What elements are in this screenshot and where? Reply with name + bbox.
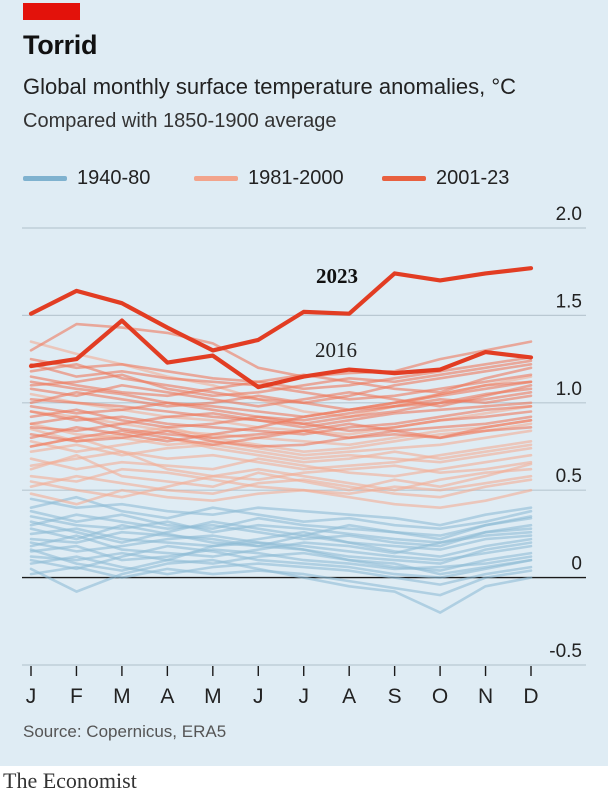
y-tick-label: 0 [571, 554, 582, 575]
series-line-1940-80 [29, 530, 533, 565]
series-line-2001-23 [29, 356, 533, 391]
series-line-1981-2000 [29, 467, 533, 499]
series-line-1940-80 [29, 551, 533, 572]
y-tick-label: 1.0 [556, 379, 582, 400]
series-line-2001-23 [29, 415, 533, 440]
legend-item-1981-2000: 1981-2000 [194, 160, 344, 196]
legend-item-1940-80: 1940-80 [23, 160, 150, 196]
series-line-1981-2000 [29, 453, 533, 478]
series-line-1940-80 [29, 555, 533, 586]
x-tick-label: J [253, 685, 264, 708]
series-line-1981-2000 [29, 474, 533, 499]
chart-panel: Torrid Global monthly surface temperatur… [0, 0, 608, 766]
y-tick-label: 2.0 [556, 204, 582, 225]
series-line-1981-2000 [29, 410, 533, 447]
series-line-1940-80 [29, 544, 533, 571]
series-line-1981-2000 [29, 436, 533, 471]
series-line-1981-2000 [29, 488, 533, 509]
x-tick-label: M [204, 685, 222, 708]
x-tick-label: F [70, 685, 83, 708]
series-line-2001-23 [29, 408, 533, 433]
x-tick-label: J [26, 685, 37, 708]
x-tick-label: O [432, 685, 448, 708]
series-line-1981-2000 [29, 422, 533, 453]
series-line-1940-80 [29, 509, 533, 541]
source-note: Source: Copernicus, ERA5 [23, 722, 227, 741]
series-label-2016: 2016 [315, 338, 357, 362]
series-line-1940-80 [29, 497, 533, 527]
series-line-1940-80 [29, 516, 533, 544]
series-line-2001-23 [29, 394, 533, 422]
legend-swatch-1981-2000 [194, 175, 238, 181]
chart-note: Compared with 1850-1900 average [23, 110, 337, 132]
series-line-2016 [28, 318, 534, 390]
series-line-1981-2000 [29, 436, 533, 464]
series-line-2001-23 [29, 380, 533, 443]
chart-subtitle: Global monthly surface temperature anoma… [23, 74, 517, 99]
x-tick-label: A [342, 685, 356, 708]
series-line-2001-23 [29, 391, 533, 412]
series-line-2001-23 [29, 401, 533, 433]
y-tick-label: 1.5 [556, 291, 582, 312]
legend-swatch-1940-80 [23, 175, 67, 181]
series-line-2001-23 [29, 384, 533, 408]
series-line-2001-23 [29, 359, 533, 398]
series-line-1940-80 [29, 495, 533, 530]
brand-red-tab [23, 3, 80, 20]
series-label-2023: 2023 [316, 264, 358, 288]
x-tick-label: N [478, 685, 493, 708]
x-tick-label: S [388, 685, 402, 708]
series-line-1940-80 [29, 513, 533, 548]
series-line-2001-23 [29, 366, 533, 398]
chart-title: Torrid [23, 30, 98, 60]
brand-wordmark: The Economist [3, 768, 137, 793]
x-tick-label: D [523, 685, 538, 708]
series-line-1940-80 [29, 541, 533, 576]
series-line-1940-80 [29, 565, 533, 597]
series-line-2001-23 [29, 380, 533, 419]
legend: 1940-80 1981-2000 2001-23 [0, 160, 608, 196]
x-tick-label: A [160, 685, 174, 708]
y-tick-label: 0.5 [556, 466, 582, 487]
x-tick-label: M [113, 685, 131, 708]
legend-label-1940-80: 1940-80 [77, 166, 151, 189]
legend-swatch-2001-23 [382, 175, 426, 181]
series-line-1981-2000 [29, 443, 533, 464]
line-chart: 2.0 1.5 1.0 0.5 0 -0.5 J F M A M J J A S O N D 2023 2016 [22, 204, 586, 708]
series-line-2023 [28, 266, 534, 353]
x-tick-label: J [298, 685, 309, 708]
y-tick-label: -0.5 [549, 641, 582, 662]
series-line-1981-2000 [29, 467, 533, 495]
legend-label-1981-2000: 1981-2000 [248, 166, 344, 189]
legend-label-2001-23: 2001-23 [436, 166, 510, 189]
legend-item-2001-23: 2001-23 [382, 160, 509, 196]
